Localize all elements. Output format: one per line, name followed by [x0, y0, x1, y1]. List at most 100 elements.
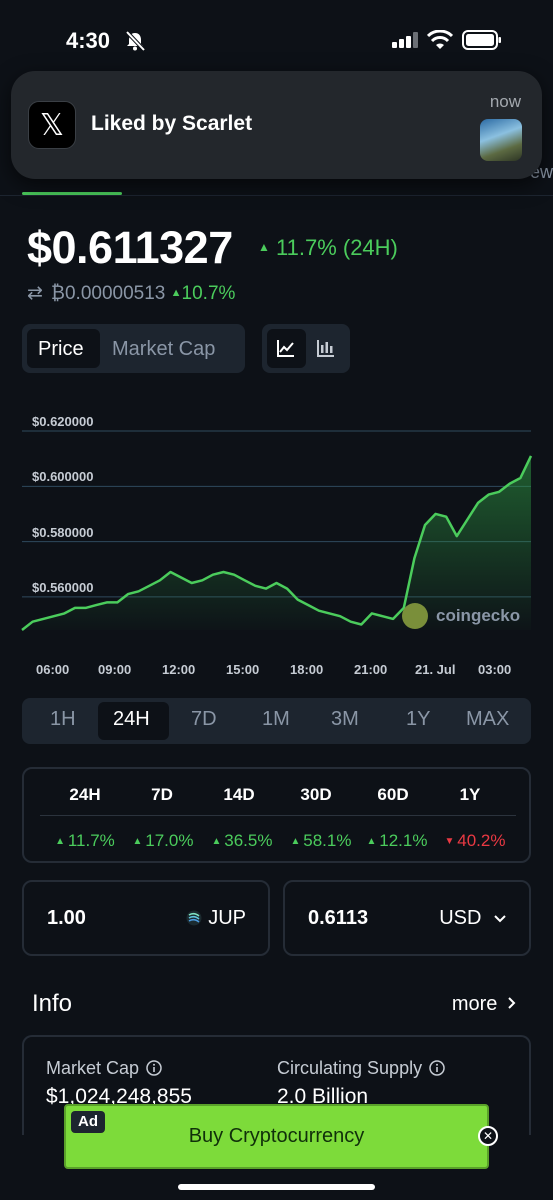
line-chart-icon[interactable] [277, 339, 295, 357]
time-range-selector: 1H 24H 7D 1M 3M 1Y MAX [22, 698, 531, 744]
ad-banner[interactable]: Ad Buy Cryptocurrency [64, 1104, 489, 1169]
range-3m[interactable]: 3M [331, 708, 359, 730]
perf-header: 24H [69, 785, 101, 804]
price-line [21, 455, 533, 631]
perf-value-text: 11.7% [67, 831, 115, 850]
btc-change-value: 10.7% [181, 283, 236, 304]
info-circle-icon[interactable] [146, 1060, 162, 1076]
range-24h[interactable]: 24H [113, 708, 150, 730]
up-caret-icon: ▲ [258, 240, 270, 254]
info-circle-icon[interactable] [429, 1060, 445, 1076]
chart-type-toggle [262, 324, 350, 373]
info-title: Info [32, 990, 73, 1017]
perf-value-text: 36.5% [224, 831, 273, 850]
tab-bar [0, 150, 553, 196]
up-caret-icon: ▲ [170, 287, 182, 299]
range-7d[interactable]: 7D [191, 708, 217, 730]
wifi-icon [427, 30, 453, 49]
notification-text: Liked by Scarlet [91, 112, 253, 135]
status-time: 4:30 [66, 28, 111, 53]
coin-price: $0.611327 [27, 222, 233, 273]
price-chart[interactable]: $0.620000 $0.600000 $0.580000 $0.560000 06:… [0, 414, 553, 690]
close-ad-icon[interactable]: ✕ [478, 1126, 498, 1146]
fiat-amount[interactable]: 0.6113 [308, 907, 369, 929]
range-1m[interactable]: 1M [262, 708, 290, 730]
bell-muted-icon [125, 30, 146, 52]
perf-value-text: 12.1% [379, 831, 428, 850]
toggle-active-bg [27, 329, 100, 368]
price-chart-svg [21, 430, 533, 631]
perf-value: ▲ 58.1% [279, 831, 363, 851]
range-1h[interactable]: 1H [50, 708, 76, 730]
x-logo-icon: 𝕏 [28, 101, 76, 149]
coin-unit: JUP [186, 907, 246, 930]
market-cap-value: $1,024,248,855 [46, 1085, 192, 1108]
candlestick-icon[interactable] [317, 339, 335, 357]
info-more-text: more [451, 993, 498, 1015]
battery-icon [462, 30, 501, 50]
info-card: Market Cap $1,024,248,855 Circulating Su… [22, 1035, 531, 1135]
perf-value-text: 58.1% [303, 831, 352, 850]
up-caret-icon: ▲ [55, 836, 68, 847]
chevron-right-icon [508, 997, 516, 1009]
x-tick-label: 15:00 [226, 662, 260, 677]
perf-header: 7D [151, 785, 173, 804]
y-tick-label: $0.600000 [32, 469, 94, 485]
price-marketcap-toggle: Price Market Cap [22, 324, 245, 373]
performance-table: 24H 7D 14D 30D 60D 1Y ▲ 11.7% ▲ 17.0% ▲ … [22, 767, 531, 863]
perf-header: 14D [223, 785, 255, 804]
ad-badge: Ad [71, 1111, 105, 1133]
coin-amount[interactable]: 1.00 [47, 907, 86, 929]
status-bar: 4:30 [0, 0, 553, 70]
y-tick-label: $0.620000 [32, 414, 94, 430]
toggle-market-cap[interactable]: Market Cap [112, 338, 216, 360]
x-tick-label: 12:00 [162, 662, 196, 677]
coingecko-watermark: coingecko [402, 603, 520, 629]
coingecko-logo-icon [402, 603, 428, 629]
perf-value: ▲ 36.5% [200, 831, 284, 851]
x-tick-label: 21. Jul [415, 662, 456, 677]
perf-divider [40, 815, 516, 816]
perf-value-text: 17.0% [145, 831, 194, 850]
tab-overview-indicator [22, 192, 122, 195]
up-caret-icon: ▲ [132, 836, 146, 847]
up-caret-icon: ▲ [366, 836, 380, 847]
range-1y[interactable]: 1Y [406, 708, 431, 730]
x-tick-label: 03:00 [478, 662, 512, 677]
price-change-24h-value: 11.7% (24H) [276, 235, 398, 260]
supply-value: 2.0 Billion [277, 1085, 369, 1108]
perf-value: ▲ 12.1% [355, 831, 439, 851]
converter-coin-input[interactable]: 1.00 JUP [22, 880, 270, 956]
up-caret-icon: ▲ [290, 836, 304, 847]
range-max[interactable]: MAX [466, 708, 510, 730]
perf-header: 60D [377, 785, 409, 804]
x-tick-label: 18:00 [290, 662, 324, 677]
y-tick-label: $0.560000 [32, 579, 94, 595]
supply-label: Circulating Supply [277, 1058, 445, 1079]
perf-value: ▼ 40.2% [433, 831, 517, 851]
notification-avatar [480, 119, 522, 161]
x-tick-label: 09:00 [98, 662, 132, 677]
fiat-code: USD [439, 907, 482, 929]
toggle-price[interactable]: Price [38, 338, 84, 360]
home-indicator [178, 1184, 375, 1190]
notification-banner[interactable]: 𝕏 Liked by Scarlet now [11, 71, 542, 179]
info-more-link[interactable]: more [452, 993, 517, 1016]
btc-change: ▲10.7% [171, 283, 236, 304]
fiat-selector[interactable]: USD [439, 907, 507, 930]
perf-header: 1Y [459, 785, 481, 804]
coin-symbol: JUP [208, 907, 246, 929]
perf-value-text: 40.2% [457, 831, 506, 850]
perf-value: ▲ 17.0% [121, 831, 205, 851]
converter-fiat-input[interactable]: 0.6113 USD [283, 880, 531, 956]
market-cap-label: Market Cap [46, 1058, 162, 1079]
perf-value: ▲ 11.7% [43, 831, 127, 851]
jup-logo-icon [186, 910, 202, 926]
swap-icon: ⇄ [27, 283, 43, 304]
ad-text: Buy Cryptocurrency [188, 1125, 365, 1147]
perf-header: 30D [300, 785, 332, 804]
y-tick-label: $0.580000 [32, 524, 94, 540]
cellular-signal-icon [392, 32, 418, 48]
x-tick-label: 21:00 [354, 662, 388, 677]
watermark-text: coingecko [436, 606, 521, 625]
